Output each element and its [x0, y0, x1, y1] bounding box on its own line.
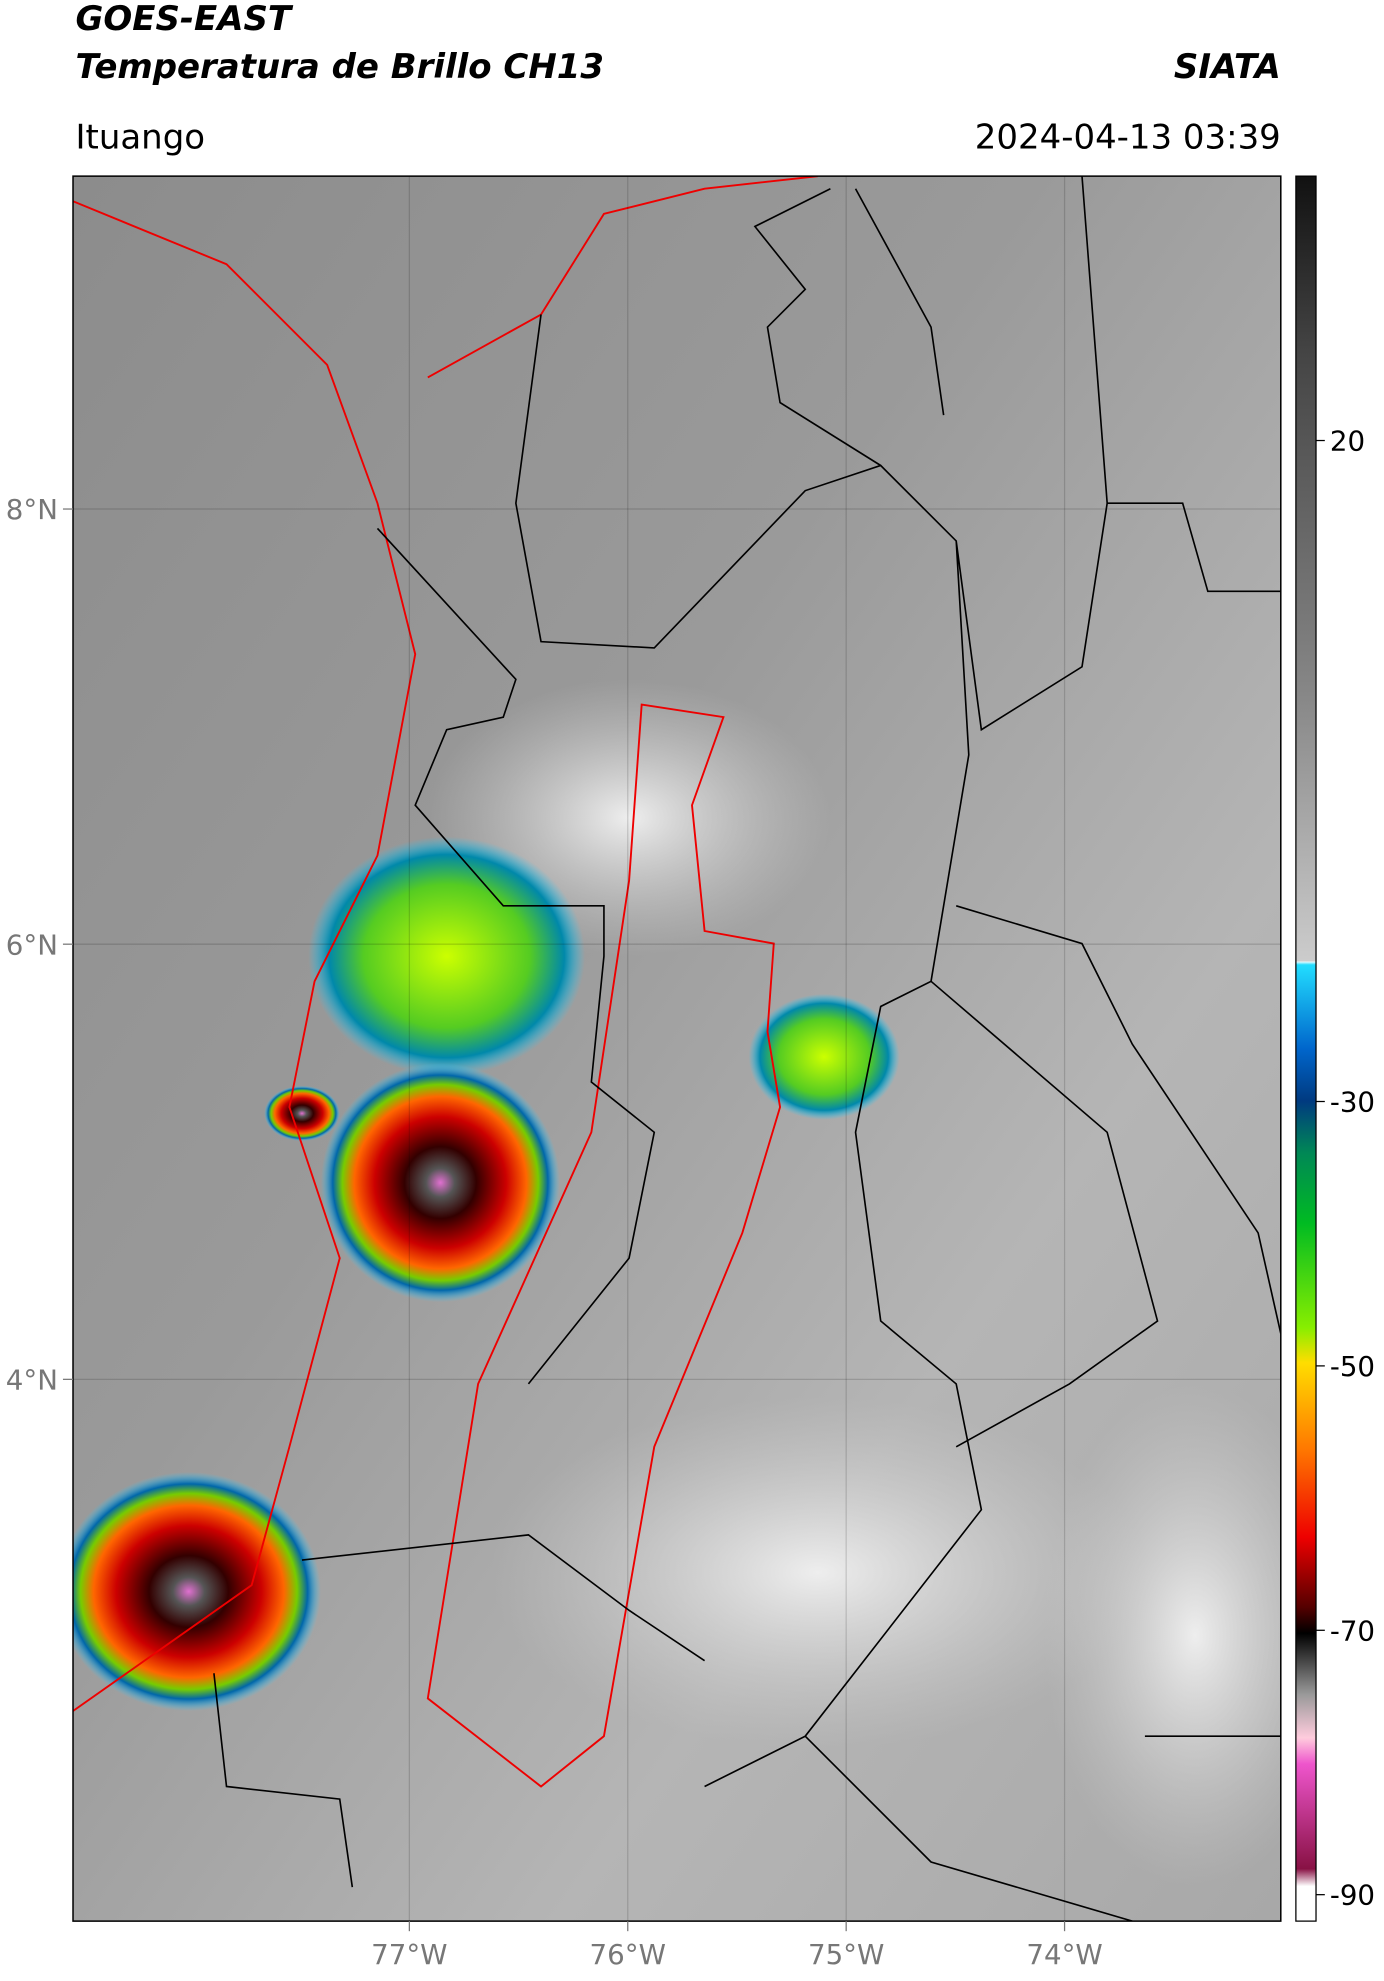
storm-cell: [73, 1472, 321, 1711]
location: Ituango: [76, 117, 206, 157]
colorbar-tick-label: -50: [1330, 1350, 1375, 1383]
lon-tick-label: 75°W: [808, 1938, 884, 1971]
grid: [73, 176, 1281, 1922]
lat-tick-label: 4°N: [6, 1363, 58, 1396]
admin-border: [213, 176, 1281, 1922]
map-frame: [72, 175, 1282, 1922]
colorbar-tick-label: -90: [1330, 1879, 1375, 1912]
colorbar: [1295, 175, 1317, 1922]
datetime: 2024-04-13 03:39: [975, 117, 1281, 157]
lat-tick-label: 6°N: [6, 928, 58, 961]
lon-tick-label: 76°W: [590, 1938, 666, 1971]
brand: SIATA: [1174, 47, 1281, 87]
colorbar-tick-label: -30: [1330, 1086, 1375, 1119]
colorbar-tick-label: 20: [1330, 425, 1365, 458]
cloud: [490, 1396, 1145, 1749]
storm-cell: [320, 1063, 560, 1303]
product: Temperatura de Brillo CH13: [76, 47, 604, 87]
storm-cell: [748, 993, 900, 1120]
coastline: [427, 176, 818, 379]
lon-tick-label: 77°W: [371, 1938, 447, 1971]
source: GOES-EAST: [76, 0, 294, 39]
colorbar-tick-label: -70: [1330, 1614, 1375, 1647]
coastline: [73, 200, 417, 1712]
lat-tick-label: 8°N: [6, 493, 58, 526]
storm-cell: [264, 1085, 340, 1142]
storm-cell: [308, 836, 586, 1076]
cloud: [1044, 1383, 1281, 1888]
map-area: [73, 176, 1281, 1922]
lon-tick-label: 74°W: [1026, 1938, 1102, 1971]
basin-outline: [426, 703, 782, 1788]
